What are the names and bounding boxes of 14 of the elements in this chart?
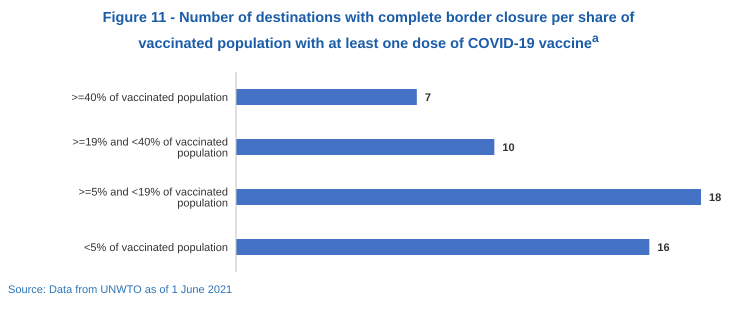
- bar: [236, 138, 494, 155]
- bar: [236, 88, 417, 105]
- y-tick-label: <5% of vaccinated population: [84, 242, 228, 254]
- bar: [236, 188, 701, 205]
- data-label: 7: [424, 92, 431, 104]
- y-tick-label: >=19% and <40% of vaccinated population: [72, 136, 228, 160]
- chart-title: Figure 11 - Number of destinations with complete border closure per share of vaccinated population with at least one dose of COVID-19 vaccine$^{a}$: [102, 9, 636, 54]
- data-label: 10: [502, 142, 515, 154]
- data-label: 18: [709, 192, 722, 204]
- data-label: 16: [657, 242, 670, 254]
- bar: [236, 238, 650, 255]
- source-note: Source: Data from UNWTO as of 1 June 2021: [8, 284, 234, 296]
- y-tick-label: >=40% of vaccinated population: [71, 92, 228, 104]
- y-tick-label: >=5% and <19% of vaccinated population: [78, 186, 228, 210]
